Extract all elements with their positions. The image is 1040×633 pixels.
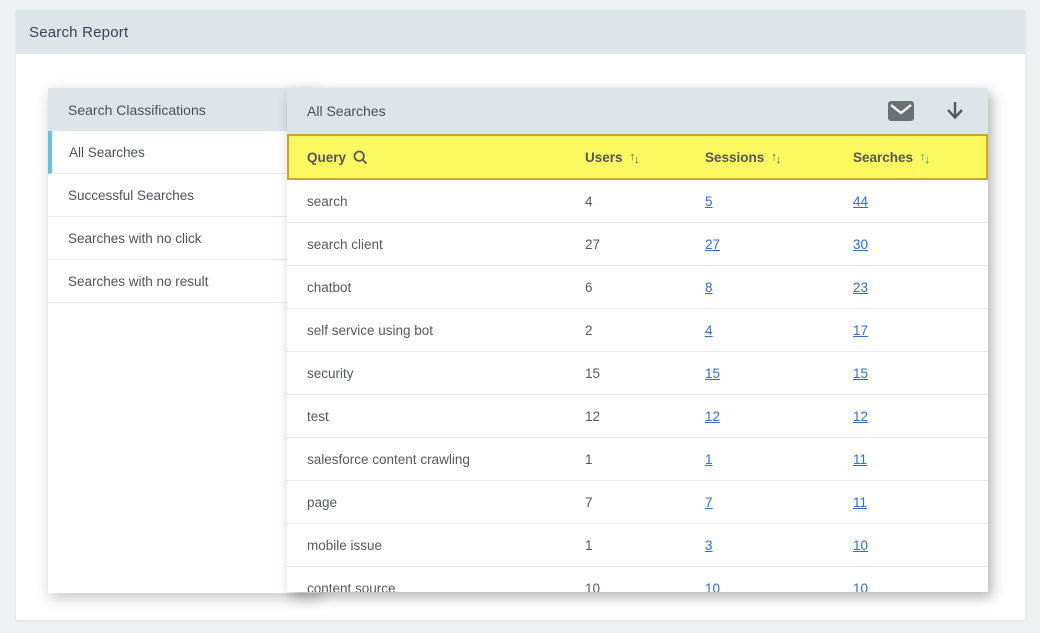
users-cell: 2 [585, 322, 593, 338]
classification-label: Searches with no result [68, 273, 209, 289]
classification-item-searches-no-result[interactable]: Searches with no result [48, 260, 320, 303]
column-header-users[interactable]: Users ↑ ↓ [585, 149, 705, 166]
page-title-bar: Search Report [16, 10, 1025, 54]
users-cell: 1 [585, 451, 593, 467]
table-body: search 4 5 44 search client 27 27 30 cha… [287, 180, 988, 592]
classifications-header: Search Classifications [48, 88, 320, 131]
query-cell: search [307, 193, 348, 209]
table-row: search client 27 27 30 [287, 223, 988, 266]
search-icon [353, 150, 368, 165]
classification-label: All Searches [69, 144, 145, 160]
sessions-link[interactable]: 8 [705, 279, 713, 295]
table-row: page 7 7 11 [287, 481, 988, 524]
sessions-link[interactable]: 4 [705, 322, 713, 338]
classifications-panel: Search Classifications All Searches Succ… [48, 88, 320, 593]
results-header-bar: All Searches [287, 88, 988, 134]
classification-item-all-searches[interactable]: All Searches [48, 131, 320, 174]
sessions-link[interactable]: 15 [705, 365, 721, 381]
query-cell: mobile issue [307, 537, 383, 553]
classification-label: Searches with no click [68, 230, 202, 246]
users-cell: 6 [585, 279, 593, 295]
query-cell: content source [307, 580, 396, 593]
column-label-searches: Searches [853, 149, 914, 165]
mail-icon [888, 101, 914, 121]
sessions-link[interactable]: 1 [705, 451, 713, 467]
searches-link[interactable]: 10 [853, 580, 869, 593]
column-header-query[interactable]: Query [307, 150, 585, 165]
column-label-users: Users [585, 149, 623, 165]
searches-link[interactable]: 10 [853, 537, 869, 553]
results-title: All Searches [307, 103, 386, 119]
sessions-link[interactable]: 12 [705, 408, 721, 424]
sessions-link[interactable]: 10 [705, 580, 721, 593]
query-cell: salesforce content crawling [307, 451, 470, 467]
sort-icon: ↑ ↓ [629, 150, 640, 166]
column-label-query: Query [307, 149, 347, 165]
classification-item-successful-searches[interactable]: Successful Searches [48, 174, 320, 217]
query-cell: chatbot [307, 279, 352, 295]
users-cell: 4 [585, 193, 593, 209]
column-label-sessions: Sessions [705, 149, 765, 165]
sessions-link[interactable]: 7 [705, 494, 713, 510]
report-content: Search Classifications All Searches Succ… [16, 54, 1025, 620]
sort-icon-active: ↑ ↓ [920, 150, 930, 166]
query-cell: page [307, 494, 338, 510]
table-row: salesforce content crawling 1 1 11 [287, 438, 988, 481]
users-cell: 27 [585, 236, 601, 252]
query-cell: security [307, 365, 354, 381]
email-report-button[interactable] [886, 98, 916, 124]
table-row: search 4 5 44 [287, 180, 988, 223]
download-report-button[interactable] [940, 98, 970, 124]
searches-link[interactable]: 17 [853, 322, 869, 338]
table-header-row: Query Users ↑ ↓ Sessions ↑ ↓ [287, 134, 988, 180]
searches-link[interactable]: 15 [853, 365, 869, 381]
query-cell: test [307, 408, 329, 424]
results-panel: All Searches [287, 88, 988, 592]
users-cell: 1 [585, 537, 593, 553]
classifications-list: All Searches Successful Searches Searche… [48, 131, 320, 303]
sessions-link[interactable]: 27 [705, 236, 721, 252]
searches-link[interactable]: 23 [853, 279, 869, 295]
table-row: security 15 15 15 [287, 352, 988, 395]
report-card: Search Report Search Classifications All… [16, 10, 1025, 620]
table-row: chatbot 6 8 23 [287, 266, 988, 309]
searches-link[interactable]: 12 [853, 408, 869, 424]
table-row: test 12 12 12 [287, 395, 988, 438]
table-row: self service using bot 2 4 17 [287, 309, 988, 352]
sessions-link[interactable]: 3 [705, 537, 713, 553]
table-row: mobile issue 1 3 10 [287, 524, 988, 567]
users-cell: 15 [585, 365, 601, 381]
results-actions [886, 98, 970, 124]
column-header-searches[interactable]: Searches ↑ ↓ [853, 149, 986, 166]
searches-link[interactable]: 44 [853, 193, 869, 209]
table-row: content source 10 10 10 [287, 567, 988, 592]
page-title: Search Report [29, 23, 129, 41]
query-cell: search client [307, 236, 383, 252]
sessions-link[interactable]: 5 [705, 193, 713, 209]
users-cell: 10 [585, 580, 601, 593]
searches-link[interactable]: 11 [853, 451, 868, 467]
classification-item-searches-no-click[interactable]: Searches with no click [48, 217, 320, 260]
download-icon [945, 100, 965, 122]
column-header-sessions[interactable]: Sessions ↑ ↓ [705, 149, 853, 166]
classification-label: Successful Searches [68, 187, 195, 203]
searches-link[interactable]: 30 [853, 236, 869, 252]
users-cell: 7 [585, 494, 593, 510]
sort-icon: ↑ ↓ [771, 150, 781, 166]
query-cell: self service using bot [307, 322, 434, 338]
searches-link[interactable]: 11 [853, 494, 868, 510]
users-cell: 12 [585, 408, 601, 424]
